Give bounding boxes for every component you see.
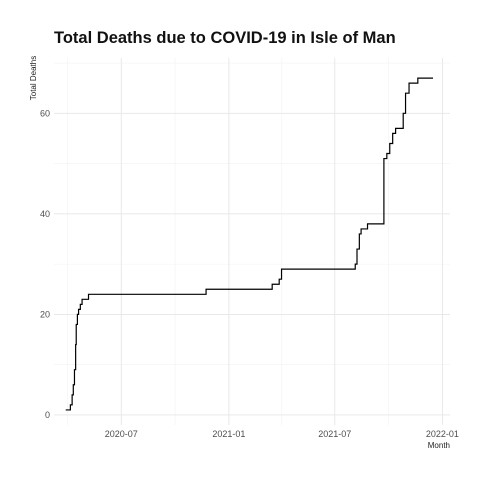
chart-title: Total Deaths due to COVID-19 in Isle of … <box>54 29 396 47</box>
major-gridlines <box>54 58 450 425</box>
y-tick-label: 40 <box>40 209 50 219</box>
x-tick-label: 2021-07 <box>318 429 351 439</box>
y-tick-label: 20 <box>40 309 50 319</box>
y-tick-label: 60 <box>40 108 50 118</box>
minor-gridlines <box>54 58 450 425</box>
x-tick-label: 2020-07 <box>105 429 138 439</box>
x-tick-label: 2022-01 <box>426 429 459 439</box>
y-tick-label: 0 <box>45 410 50 420</box>
x-axis-title: Month <box>428 441 450 450</box>
x-tick-label: 2021-01 <box>212 429 245 439</box>
x-axis-ticks: 2020-07 2021-01 2021-07 2022-01 <box>105 429 459 439</box>
y-axis-ticks: 0 20 40 60 <box>40 108 50 420</box>
series-group <box>65 77 434 411</box>
series-line <box>65 77 434 411</box>
y-axis-title: Total Deaths <box>29 56 38 100</box>
